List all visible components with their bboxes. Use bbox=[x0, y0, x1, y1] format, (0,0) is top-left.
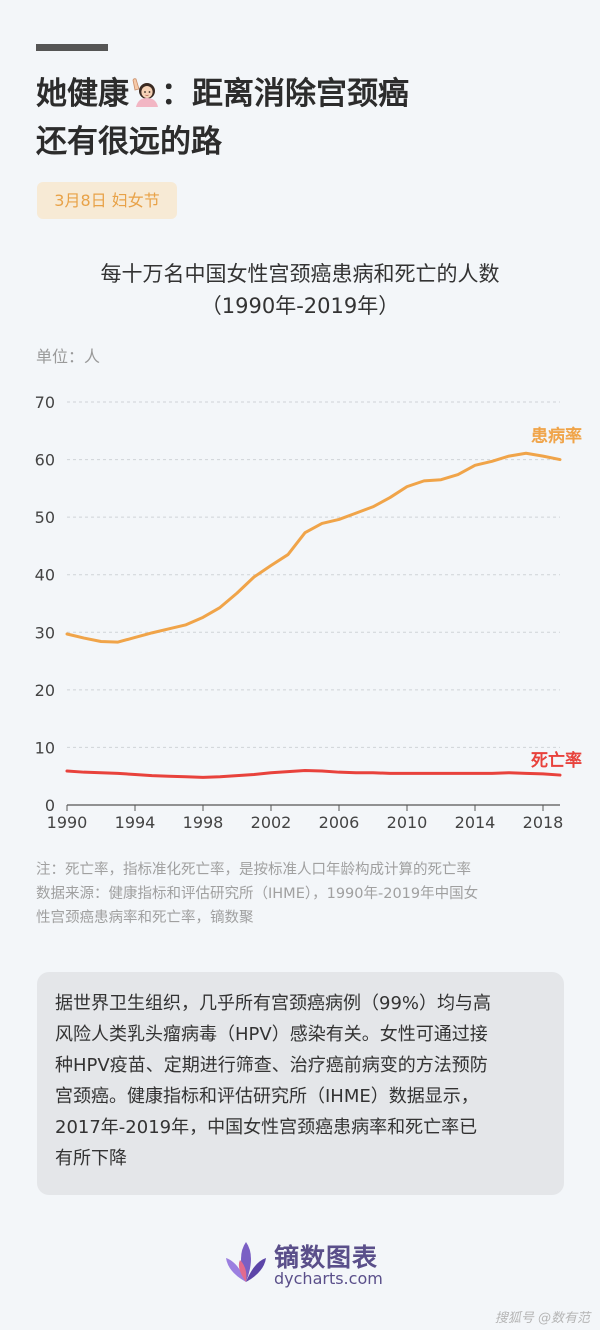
chart-title-line2: （1990年-2019年） bbox=[200, 294, 400, 318]
series-line-mortality bbox=[65, 768, 562, 779]
y-tick-label: 10 bbox=[35, 738, 55, 757]
top-accent-bar bbox=[36, 44, 108, 51]
woman-raising-hand-icon bbox=[132, 78, 158, 107]
summary-box: 据世界卫生组织，几乎所有宫颈癌病例（99%）均与高 风险人类乳头瘤病毒（HPV）感… bbox=[37, 972, 564, 1195]
chart-title: 每十万名中国女性宫颈癌患病和死亡的人数 （1990年-2019年） bbox=[0, 258, 600, 322]
source-line-1: 数据来源：健康指标和评估研究所（IHME），1990年-2019年中国女 bbox=[36, 886, 479, 902]
footer-credit: 搜狐号 @数有范 bbox=[494, 1311, 590, 1326]
y-tick-label: 40 bbox=[35, 566, 55, 585]
x-tick-label: 1994 bbox=[115, 813, 156, 832]
headline-line2: 还有很远的路 bbox=[36, 124, 222, 160]
chart-title-line1: 每十万名中国女性宫颈癌患病和死亡的人数 bbox=[100, 262, 500, 286]
chart-notes: 注：死亡率，指标准化死亡率，是按标准人口年龄构成计算的死亡率 数据来源：健康指标… bbox=[36, 858, 576, 930]
source-line-2: 性宫颈癌患病率和死亡率，镝数聚 bbox=[36, 910, 254, 926]
y-tick-label: 60 bbox=[35, 451, 55, 470]
headline-part1: 她健康 bbox=[36, 76, 129, 112]
summary-text: 据世界卫生组织，几乎所有宫颈癌病例（99%）均与高 风险人类乳头瘤病毒（HPV）感… bbox=[55, 988, 550, 1174]
brand-flower-icon bbox=[226, 1242, 266, 1282]
x-tick-label: 2002 bbox=[251, 813, 292, 832]
brand-name: 镝数图表 bbox=[274, 1243, 379, 1272]
y-tick-label: 30 bbox=[35, 623, 55, 642]
x-tick-label: 2010 bbox=[387, 813, 428, 832]
note-line-1: 注：死亡率，指标准化死亡率，是按标准人口年龄构成计算的死亡率 bbox=[36, 862, 471, 878]
brand-url: dycharts.com bbox=[274, 1269, 383, 1288]
summary-line: 有所下降 bbox=[55, 1148, 127, 1169]
y-tick-label: 50 bbox=[35, 508, 55, 527]
headline-part2: ：距离消除宫颈癌 bbox=[161, 76, 409, 112]
series-label: 患病率 bbox=[531, 426, 582, 447]
series-label: 死亡率 bbox=[531, 750, 582, 771]
date-tag: 3月8日 妇女节 bbox=[37, 182, 177, 219]
x-tick-label: 2014 bbox=[455, 813, 496, 832]
y-tick-label: 20 bbox=[35, 681, 55, 700]
summary-line: 种HPV疫苗、定期进行筛查、治疗癌前病变的方法预防 bbox=[55, 1055, 488, 1076]
x-tick-label: 1998 bbox=[183, 813, 224, 832]
y-tick-label: 70 bbox=[35, 393, 55, 412]
headline: 她健康 ：距离消除宫颈癌 还有很远的路 bbox=[36, 70, 576, 166]
y-tick-label: 0 bbox=[45, 796, 55, 815]
summary-line: 2017年-2019年，中国女性宫颈癌患病率和死亡率已 bbox=[55, 1117, 478, 1138]
summary-line: 据世界卫生组织，几乎所有宫颈癌病例（99%）均与高 bbox=[55, 993, 492, 1014]
brand-logo: 镝数图表 dycharts.com bbox=[222, 1236, 402, 1292]
series-line-incidence bbox=[65, 451, 562, 644]
chart-unit-label: 单位：人 bbox=[36, 347, 101, 366]
summary-line: 宫颈癌。健康指标和评估研究所（IHME）数据显示， bbox=[55, 1086, 479, 1107]
x-tick-label: 2018 bbox=[523, 813, 564, 832]
x-tick-label: 2006 bbox=[319, 813, 360, 832]
line-chart: 0 10 20 30 40 50 60 70 1990 1994 1998 2002 2006 2010 2… bbox=[35, 393, 582, 832]
x-tick-label: 1990 bbox=[47, 813, 88, 832]
summary-line: 风险人类乳头瘤病毒（HPV）感染有关。女性可通过接 bbox=[55, 1024, 488, 1045]
